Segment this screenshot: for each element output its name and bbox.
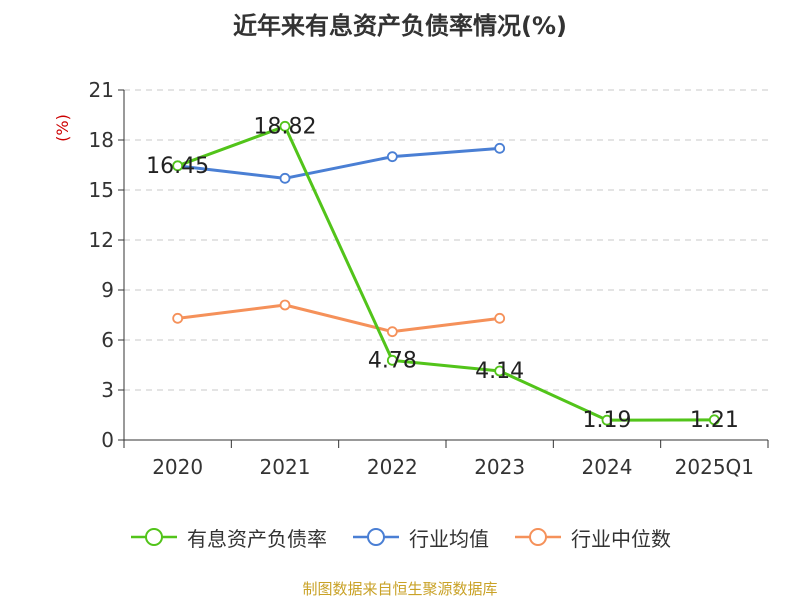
y-tick-label: 6 xyxy=(101,328,114,352)
y-axis-label: (%) xyxy=(53,114,72,142)
data-point[interactable] xyxy=(279,120,291,132)
data-label: 4.14 xyxy=(475,359,524,384)
x-tick-label: 2025Q1 xyxy=(675,455,754,479)
y-tick-label: 15 xyxy=(89,178,114,202)
data-label: 1.21 xyxy=(690,408,739,433)
x-tick-label: 2022 xyxy=(367,455,418,479)
data-point[interactable] xyxy=(279,172,291,184)
data-label: 18.82 xyxy=(254,114,317,139)
series-layer xyxy=(172,120,720,426)
legend-marker-green xyxy=(131,528,177,546)
data-point[interactable] xyxy=(708,414,720,426)
y-tick-label: 12 xyxy=(89,228,114,252)
axes: 0 3 6 9 12 15 18 21 2020 2021 2022 2023 2024 2025Q1 xyxy=(89,78,769,479)
series-line xyxy=(177,124,715,422)
y-tick-label: 9 xyxy=(101,278,114,302)
legend-item-industry-mean[interactable]: 行业均值 xyxy=(351,523,489,552)
y-tick-label: 18 xyxy=(89,128,114,152)
x-tick-label: 2021 xyxy=(260,455,311,479)
source-note: 制图数据来自恒生聚源数据库 xyxy=(302,580,498,598)
data-point[interactable] xyxy=(386,151,398,163)
legend-label: 有息资产负债率 xyxy=(187,526,327,551)
data-point[interactable] xyxy=(494,142,506,154)
series-line xyxy=(177,146,500,180)
y-tick-label: 3 xyxy=(101,378,114,402)
data-point[interactable] xyxy=(601,414,613,426)
y-tick-label: 21 xyxy=(89,78,114,102)
gridlines xyxy=(124,89,768,391)
series-line xyxy=(177,303,500,334)
data-label: 1.19 xyxy=(583,408,632,433)
data-label: 4.78 xyxy=(368,348,417,373)
chart-title: 近年来有息资产负债率情况(%) xyxy=(233,12,567,40)
legend-marker-orange xyxy=(515,528,561,546)
legend-label: 行业中位数 xyxy=(571,526,671,551)
legend: 有息资产负债率 行业均值 行业中位数 xyxy=(0,520,800,554)
legend-marker-blue xyxy=(353,528,399,546)
legend-label: 行业均值 xyxy=(409,526,489,551)
data-point[interactable] xyxy=(386,354,398,366)
x-tick-label: 2024 xyxy=(582,455,633,479)
data-point[interactable] xyxy=(494,365,506,377)
data-point[interactable] xyxy=(172,312,184,324)
data-point[interactable] xyxy=(172,160,184,172)
data-labels: 16.45 18.82 4.78 4.14 1.19 1.21 xyxy=(146,114,739,433)
y-tick-label: 0 xyxy=(101,428,114,452)
data-point[interactable] xyxy=(279,299,291,311)
data-label: 16.45 xyxy=(146,154,209,179)
data-point[interactable] xyxy=(386,326,398,338)
data-point[interactable] xyxy=(494,312,506,324)
legend-item-industry-median[interactable]: 行业中位数 xyxy=(513,523,671,552)
x-tick-label: 2023 xyxy=(474,455,525,479)
x-tick-label: 2020 xyxy=(152,455,203,479)
legend-item-interest-debt-ratio[interactable]: 有息资产负债率 xyxy=(129,523,327,552)
